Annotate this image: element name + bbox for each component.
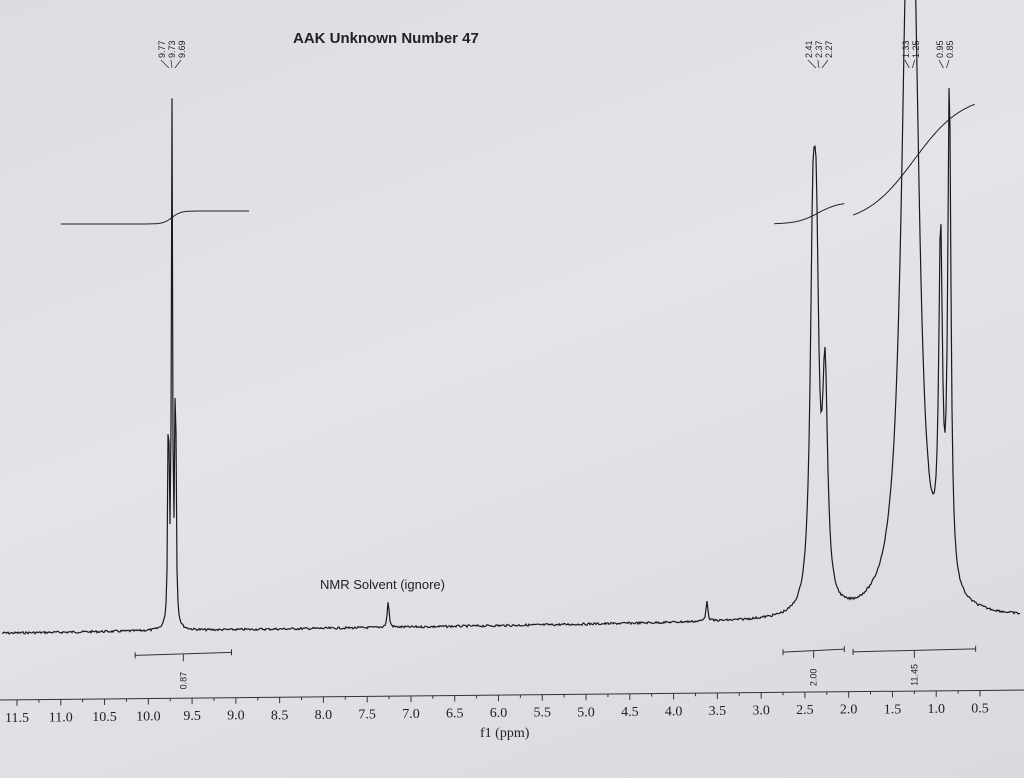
peak-label-connector <box>807 59 817 69</box>
peak-label-connector <box>170 59 173 69</box>
spectrum-line <box>1 0 1021 635</box>
peak-label-connector <box>174 59 182 69</box>
peak-label-connector <box>904 59 910 69</box>
peak-label: 0.95 <box>935 40 945 58</box>
peak-label-connector <box>938 59 944 69</box>
x-tick-label: 1.0 <box>927 702 945 717</box>
peak-label: 0.85 <box>945 40 955 58</box>
chart-title: AAK Unknown Number 47 <box>293 30 479 47</box>
x-tick-label: 5.0 <box>577 705 595 720</box>
x-tick-label: 7.0 <box>402 707 420 722</box>
x-tick-label: 3.0 <box>752 704 770 719</box>
peak-label: 1.25 <box>911 40 921 58</box>
x-tick-label: 2.5 <box>796 703 814 718</box>
x-tick-label: 2.0 <box>840 703 858 718</box>
integral-curve <box>774 203 845 225</box>
peak-label-connector <box>817 59 820 69</box>
peak-label: 2.41 <box>804 40 814 58</box>
x-tick-label: 5.5 <box>534 706 552 721</box>
x-tick-label: 8.5 <box>271 708 289 723</box>
integral-bracket <box>853 648 976 653</box>
integral-bracket <box>782 648 845 653</box>
x-tick-label: 7.5 <box>358 707 376 722</box>
x-axis <box>0 689 1024 701</box>
x-axis-label: f1 (ppm) <box>480 726 530 741</box>
peak-label-connector <box>911 59 916 69</box>
integral-value: 11.45 <box>909 664 919 686</box>
peak-label: 9.69 <box>177 40 187 58</box>
x-tick-label: 6.0 <box>490 706 508 721</box>
x-tick-label: 9.5 <box>183 709 201 724</box>
x-tick-label: 1.5 <box>884 702 902 717</box>
integral-curve <box>60 210 249 225</box>
x-tick-label: 11.0 <box>49 710 73 725</box>
peak-label: 1.33 <box>901 40 911 58</box>
solvent-annotation: NMR Solvent (ignore) <box>320 577 445 592</box>
integral-curves <box>60 103 975 225</box>
peak-labels: 9.77 9.73 9.69 2.41 2.37 2.27 1.33 1.25 0.95 0.85 <box>157 40 955 69</box>
x-tick-label: 11.5 <box>5 711 29 726</box>
integral-value: 2.00 <box>809 669 819 687</box>
x-tick-label: 3.5 <box>709 704 727 719</box>
peak-label: 2.37 <box>814 40 824 58</box>
peak-label-connector <box>160 59 170 69</box>
x-tick-label: 6.5 <box>446 707 464 722</box>
x-tick-label: 4.5 <box>621 705 639 720</box>
x-tick-label: 8.0 <box>315 708 333 723</box>
peak-label-connector <box>946 59 950 69</box>
x-axis-ticks: 11.5 11.0 10.5 10.0 9.5 9.0 8.5 8.0 7.5 7.0 6.5 6.0… <box>5 690 989 726</box>
integral-bracket <box>135 651 232 656</box>
integral-value: 0.87 <box>178 672 188 690</box>
x-tick-label: 0.5 <box>971 701 989 716</box>
peak-label-connector <box>821 59 829 69</box>
x-tick-label: 10.0 <box>136 710 161 725</box>
x-tick-label: 9.0 <box>227 709 245 724</box>
integral-brackets: 0.87 2.00 11.45 <box>134 645 977 690</box>
peak-label: 2.27 <box>824 40 834 58</box>
integral-curve <box>852 103 975 216</box>
peak-label: 9.73 <box>167 40 177 58</box>
peak-label: 9.77 <box>157 40 167 58</box>
x-tick-label: 10.5 <box>92 710 117 725</box>
x-tick-label: 4.0 <box>665 704 683 719</box>
